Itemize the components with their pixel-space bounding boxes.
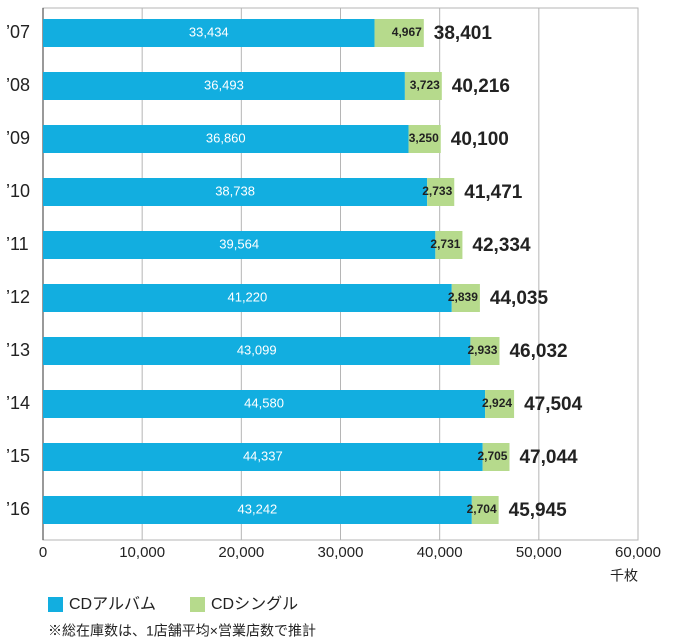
y-tick-label: ’10 — [6, 181, 30, 201]
x-tick-label: 10,000 — [119, 544, 165, 561]
bar-segment — [435, 231, 463, 259]
bar-segment — [43, 496, 472, 524]
value-label: 36,860 — [206, 130, 246, 145]
value-label: 2,705 — [477, 449, 507, 463]
bar-segment — [43, 19, 375, 47]
total-label: 38,401 — [434, 23, 493, 44]
total-label: 46,032 — [509, 341, 567, 362]
total-label: 44,035 — [490, 288, 549, 309]
total-label: 41,471 — [464, 182, 523, 203]
value-label: 43,099 — [237, 342, 277, 357]
bar-segment — [427, 178, 455, 206]
value-label: 2,933 — [467, 343, 497, 357]
legend-swatch — [48, 597, 63, 612]
total-label: 47,044 — [519, 447, 578, 468]
legend-label: CDアルバム — [69, 596, 156, 613]
bar-segment — [43, 125, 409, 153]
bar-segment — [485, 390, 515, 418]
bar-segment — [374, 19, 424, 47]
legend-swatch — [190, 597, 205, 612]
value-label: 36,493 — [204, 77, 244, 92]
bar-segment — [471, 496, 499, 524]
x-tick-label: 20,000 — [218, 544, 264, 561]
total-label: 47,504 — [524, 394, 583, 415]
value-label: 2,704 — [467, 502, 497, 516]
bar-segment — [43, 231, 436, 259]
value-label: 44,337 — [243, 448, 283, 463]
bar-segment — [43, 337, 471, 365]
y-tick-label: ’09 — [6, 128, 30, 148]
value-label: 39,564 — [219, 236, 259, 251]
total-label: 40,216 — [452, 76, 510, 97]
value-label: 3,723 — [410, 78, 440, 92]
legend-label: CDシングル — [211, 595, 298, 613]
y-tick-label: ’13 — [6, 340, 30, 360]
value-label: 38,738 — [215, 183, 255, 198]
x-tick-label: 40,000 — [417, 544, 463, 561]
value-label: 2,733 — [422, 184, 452, 198]
total-label: 42,334 — [472, 235, 531, 256]
value-label: 4,967 — [392, 25, 422, 39]
bar-segment — [404, 72, 442, 100]
footnote: ※総在庫数は、1店舗平均×営業店数で推計 — [48, 623, 316, 639]
y-tick-label: ’08 — [6, 75, 30, 95]
value-label: 2,731 — [430, 237, 460, 251]
value-label: 43,242 — [238, 501, 278, 516]
value-label: 33,434 — [189, 24, 229, 39]
total-label: 45,945 — [509, 500, 568, 521]
y-tick-label: ’07 — [6, 22, 30, 42]
bar-segment — [43, 443, 483, 471]
bar-segment — [43, 284, 452, 312]
value-label: 44,580 — [244, 395, 284, 410]
y-tick-label: ’14 — [6, 393, 30, 413]
value-label: 2,839 — [448, 290, 478, 304]
x-tick-label: 60,000 — [615, 544, 661, 561]
y-tick-label: ’16 — [6, 499, 30, 519]
bar-segment — [43, 72, 405, 100]
y-tick-label: ’15 — [6, 446, 30, 466]
y-tick-label: ’11 — [6, 234, 29, 254]
y-tick-label: ’12 — [6, 287, 30, 307]
value-label: 3,250 — [409, 131, 439, 145]
bar-segment — [482, 443, 510, 471]
bar-segment — [43, 178, 428, 206]
x-unit: 千枚 — [610, 568, 638, 584]
x-tick-label: 50,000 — [516, 544, 562, 561]
value-label: 2,924 — [482, 396, 512, 410]
bar-segment — [43, 390, 486, 418]
x-tick-label: 0 — [39, 544, 47, 561]
bar-segment — [470, 337, 500, 365]
total-label: 40,100 — [451, 129, 509, 150]
value-label: 41,220 — [227, 289, 267, 304]
x-tick-label: 30,000 — [318, 544, 364, 561]
bar-segment — [451, 284, 480, 312]
bar-segment — [408, 125, 441, 153]
